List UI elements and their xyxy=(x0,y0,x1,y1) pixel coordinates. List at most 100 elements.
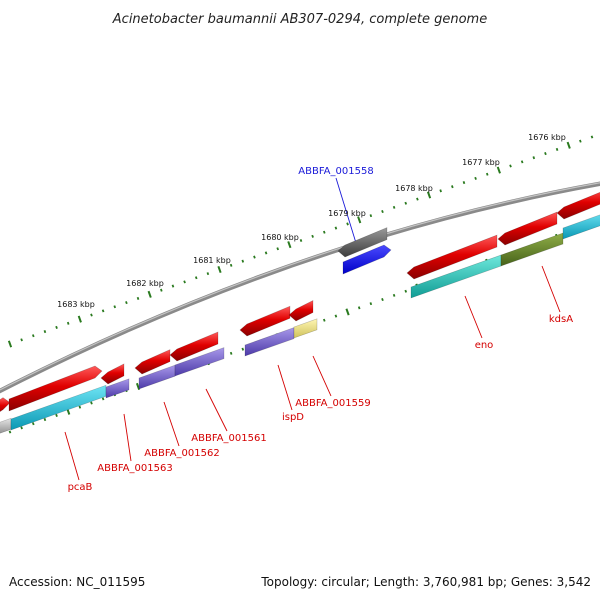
cog-annotation-band[interactable] xyxy=(174,347,225,377)
gene-feature-selected[interactable] xyxy=(342,244,392,275)
scale-minor-tick xyxy=(311,234,314,238)
gene-label-leader xyxy=(163,401,180,447)
scale-minor-tick xyxy=(125,301,128,305)
scale-minor-tick xyxy=(183,280,186,284)
scale-minor-tick xyxy=(241,347,245,351)
gene-label[interactable]: ABBFA_001562 xyxy=(144,448,219,459)
scale-minor-tick xyxy=(346,222,349,226)
gene-feature[interactable] xyxy=(134,349,171,375)
gene-label[interactable]: eno xyxy=(475,340,494,351)
gene-feature[interactable] xyxy=(556,188,600,220)
cog-annotation-band[interactable] xyxy=(500,232,564,267)
scale-minor-tick xyxy=(66,321,70,325)
scale-minor-tick xyxy=(416,197,419,201)
cog-annotation-band[interactable] xyxy=(410,254,502,299)
scale-minor-tick xyxy=(55,413,58,417)
scale-major-tick xyxy=(426,191,432,199)
scale-label: 1683 kbp xyxy=(57,300,95,309)
page-title: Acinetobacter baumannii AB307-0294, comp… xyxy=(112,12,487,27)
scale-minor-tick xyxy=(404,289,408,293)
gene-label[interactable]: kdsA xyxy=(549,314,573,325)
scale-major-tick xyxy=(566,141,571,149)
gene-feature[interactable] xyxy=(288,299,314,322)
scale-minor-tick xyxy=(322,318,326,322)
scale-minor-tick xyxy=(485,172,489,176)
scale-minor-tick xyxy=(555,147,559,151)
scale-minor-tick xyxy=(20,338,23,342)
scale-minor-tick xyxy=(20,426,23,430)
scale-minor-tick xyxy=(462,181,466,185)
gene-feature[interactable] xyxy=(8,365,103,412)
gene-label-leader xyxy=(464,295,483,339)
scale-minor-tick xyxy=(136,296,140,300)
scale-minor-tick xyxy=(392,205,396,209)
scale-minor-tick xyxy=(206,272,210,276)
cog-annotation-band[interactable] xyxy=(105,378,130,399)
scale-minor-tick xyxy=(90,313,93,317)
gene-label-selected[interactable]: ABBFA_001558 xyxy=(298,166,373,177)
scale-minor-tick xyxy=(404,201,408,205)
scale-minor-tick xyxy=(31,334,35,338)
gene-label[interactable]: pcaB xyxy=(68,482,93,493)
gene-label-leader xyxy=(312,355,332,397)
scale-label: 1676 kbp xyxy=(528,133,566,142)
scale-minor-tick xyxy=(264,251,268,255)
gene-label[interactable]: ABBFA_001559 xyxy=(295,398,370,409)
genome-backbone xyxy=(0,181,600,394)
gene-feature[interactable] xyxy=(100,363,125,385)
scale-minor-tick xyxy=(171,284,175,288)
gene-label-leader xyxy=(123,413,132,462)
scale-major-tick xyxy=(496,166,501,174)
scale-minor-tick xyxy=(474,176,477,180)
scale-minor-tick xyxy=(544,152,547,156)
genome-summary-text: Topology: circular; Length: 3,760,981 bp… xyxy=(260,575,591,589)
gene-feature[interactable] xyxy=(169,331,219,362)
outer-scale-track xyxy=(7,135,594,348)
scale-minor-tick xyxy=(160,288,163,292)
scale-minor-tick xyxy=(322,230,326,234)
gene-label[interactable]: ABBFA_001561 xyxy=(191,433,266,444)
scale-major-tick xyxy=(147,290,152,298)
scale-minor-tick xyxy=(299,238,303,243)
gene-label[interactable]: ABBFA_001563 xyxy=(97,463,172,474)
cog-annotation-band[interactable] xyxy=(244,327,295,357)
scale-minor-tick xyxy=(8,430,12,434)
scale-label: 1679 kbp xyxy=(328,209,366,218)
scale-minor-tick xyxy=(520,160,524,164)
scale-label: 1681 kbp xyxy=(193,256,231,265)
scale-minor-tick xyxy=(334,314,338,318)
gene-feature[interactable] xyxy=(497,211,558,246)
scale-major-tick xyxy=(287,241,292,249)
gene-label[interactable]: ispD xyxy=(282,412,304,423)
scale-minor-tick xyxy=(276,247,280,251)
scale-minor-tick xyxy=(381,209,384,214)
gene-feature[interactable] xyxy=(406,234,498,280)
gene-feature[interactable] xyxy=(239,305,291,337)
scale-minor-tick xyxy=(451,185,454,189)
scale-minor-tick xyxy=(229,263,233,267)
gene-label-leader xyxy=(64,431,80,481)
scale-minor-tick xyxy=(194,276,198,280)
scale-minor-tick xyxy=(31,422,35,426)
gene-feature[interactable] xyxy=(0,397,11,415)
scale-minor-tick xyxy=(253,255,256,259)
gene-label-leader xyxy=(277,364,293,411)
scale-label: 1680 kbp xyxy=(261,233,299,242)
scale-minor-tick xyxy=(229,351,233,355)
cog-annotation-band[interactable] xyxy=(562,211,600,240)
scale-minor-tick xyxy=(579,139,582,143)
cog-annotation-band[interactable] xyxy=(138,364,176,390)
scale-minor-tick xyxy=(509,164,512,168)
gene-labels: ABBFA_001558 kdsA eno ABBFA_001559 ispD ABBFA… xyxy=(68,166,574,493)
scale-minor-tick xyxy=(241,259,245,263)
scale-labels: 1676 kbp 1677 kbp 1678 kbp 1679 kbp 1680 kbp… xyxy=(57,133,566,309)
gene-feature-selected-neighbor[interactable] xyxy=(337,227,388,258)
scale-minor-tick xyxy=(590,135,594,139)
scale-minor-tick xyxy=(78,405,82,409)
scale-minor-tick xyxy=(439,189,442,193)
cog-annotation-band[interactable] xyxy=(293,318,318,339)
label-leader-lines xyxy=(64,177,561,481)
scale-label: 1682 kbp xyxy=(126,279,164,288)
